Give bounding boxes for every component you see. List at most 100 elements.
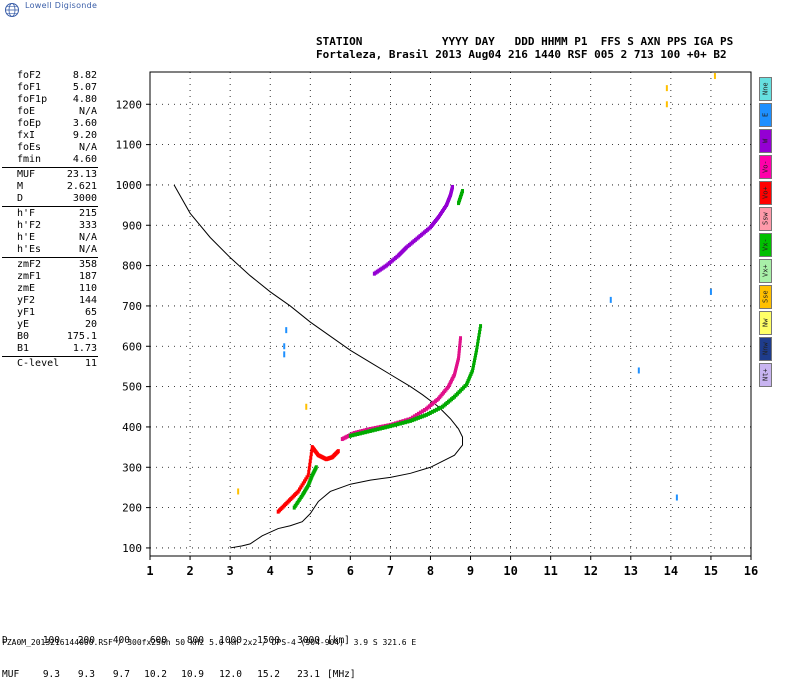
profile-line	[173, 184, 464, 549]
x-tick-label: 11	[543, 564, 557, 578]
echo-point	[336, 449, 340, 454]
echo-point	[309, 455, 313, 460]
param-row: B0 175.1	[0, 331, 100, 343]
param-label: zmF2	[17, 259, 42, 270]
param-label: foEs	[17, 142, 42, 153]
echo-point	[308, 462, 312, 467]
echo-point	[395, 254, 399, 259]
echo-point	[389, 259, 393, 264]
echo-point	[472, 363, 476, 368]
param-value: N/A	[78, 244, 97, 255]
param-value: 144	[78, 295, 97, 306]
echo-point	[419, 232, 423, 237]
echo-point	[443, 402, 447, 407]
param-separator	[2, 356, 98, 357]
echo-point	[401, 420, 405, 425]
x-tick-label: 8	[427, 564, 434, 578]
echo-point	[422, 230, 426, 235]
echo-point	[356, 429, 360, 434]
echo-point	[637, 367, 640, 374]
echo-point	[416, 235, 420, 240]
y-tick-label: 1200	[116, 98, 143, 111]
echo-point	[457, 353, 461, 358]
echo-point	[376, 427, 380, 432]
echo-point	[300, 483, 304, 488]
echo-point	[453, 394, 457, 399]
echo-point	[371, 428, 375, 433]
echo-point	[409, 241, 413, 246]
param-value: 5.07	[72, 82, 97, 93]
param-row: h'F2 333	[0, 220, 100, 232]
echo-point	[375, 269, 379, 274]
echo-point	[436, 406, 440, 411]
echo-point	[356, 431, 360, 436]
muf-value-row: MUF 9.3 9.3 9.7 10.2 10.9 12.0 15.2 23.1 [MHz]	[2, 669, 356, 681]
echo-point	[306, 473, 310, 478]
x-tick-label: 15	[704, 564, 718, 578]
y-tick-label: 600	[122, 340, 142, 353]
param-label: MUF	[17, 169, 36, 180]
echo-point	[471, 368, 475, 373]
echo-point	[455, 364, 459, 369]
muf-cell: 1500	[257, 635, 280, 646]
muf-table: D 100 200 400 600 800 1000 1500 3000 [km] MUF 9.3 9…	[2, 613, 356, 692]
echo-point	[310, 448, 314, 453]
echo-point	[446, 399, 450, 404]
echo-point	[429, 403, 433, 408]
x-tick-label: 9	[467, 564, 474, 578]
echo-point	[413, 237, 417, 242]
x-tick-label: 12	[584, 564, 598, 578]
x-tick-label: 6	[347, 564, 354, 578]
y-tick-label: 200	[122, 502, 142, 515]
param-label: zmF1	[17, 271, 42, 282]
echo-point	[424, 412, 428, 417]
muf-cell: 10.9	[181, 669, 204, 680]
muf-cell: [MHz]	[327, 669, 356, 680]
echo-point	[410, 240, 414, 245]
param-row: fmin 4.60	[0, 154, 100, 166]
plot-border	[149, 71, 752, 557]
echo-point	[473, 355, 477, 360]
echo-point	[422, 413, 426, 418]
echo-point	[410, 418, 414, 423]
echo-point	[475, 348, 479, 353]
param-label: foEp	[17, 118, 42, 129]
echo-point	[456, 358, 460, 363]
echo-point	[471, 365, 475, 370]
echo-point	[454, 366, 458, 371]
param-row: zmE 110	[0, 283, 100, 295]
echo-point	[457, 356, 461, 361]
echo-point	[340, 437, 344, 442]
param-value: 8.82	[72, 70, 97, 81]
echo-point	[353, 432, 357, 437]
echo-point	[433, 399, 437, 404]
echo-point	[414, 413, 418, 418]
param-value: 333	[78, 220, 97, 231]
param-row: M 2.621	[0, 181, 100, 193]
echo-point	[410, 415, 414, 420]
echo-point	[304, 477, 308, 482]
muf-cell: 100	[42, 635, 60, 646]
echo-point	[416, 411, 420, 416]
param-value: N/A	[78, 142, 97, 153]
echo-point	[346, 434, 350, 439]
echo-point	[427, 226, 431, 231]
echo-point	[434, 407, 438, 412]
legend-swatch: Vo+	[759, 181, 772, 205]
echo-point	[373, 427, 377, 432]
legend-swatch: Vx-	[759, 233, 772, 257]
param-label: C-level	[17, 358, 60, 369]
param-label: M	[17, 181, 24, 192]
param-value: N/A	[78, 106, 97, 117]
param-value: 187	[78, 271, 97, 282]
param-label: foF2	[17, 70, 42, 81]
echo-point	[456, 391, 460, 396]
echo-point	[457, 351, 461, 356]
echo-point	[474, 353, 478, 358]
file-info-footer: FZA0M_2013216144000.RSF / 300fx256h 50 k…	[2, 638, 417, 647]
echo-point	[392, 257, 396, 262]
echo-point	[345, 434, 349, 439]
echo-point	[426, 411, 430, 416]
echo-point	[377, 268, 381, 273]
echo-point	[307, 466, 311, 471]
